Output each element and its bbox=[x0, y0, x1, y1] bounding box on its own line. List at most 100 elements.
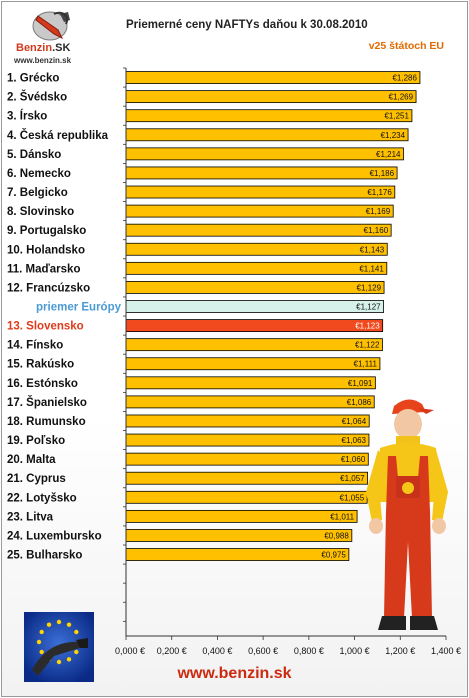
bar bbox=[125, 128, 409, 142]
footer-url: www.benzin.sk bbox=[177, 665, 292, 682]
x-tick-label: 0,800 € bbox=[294, 646, 324, 656]
category-label: 8. Slovinsko bbox=[7, 206, 74, 218]
category-label: 18. Rumunsko bbox=[7, 416, 86, 428]
bar bbox=[125, 529, 353, 542]
category-label: 19. Poľsko bbox=[7, 435, 65, 447]
category-label: 4. Česká republika bbox=[7, 129, 109, 142]
eu-star bbox=[66, 622, 72, 627]
value-label: €1,214 bbox=[376, 150, 401, 159]
bar bbox=[125, 338, 383, 352]
value-label: €1,129 bbox=[357, 283, 382, 292]
value-label: €1,060 bbox=[341, 455, 366, 464]
value-label: €1,186 bbox=[370, 169, 395, 178]
eu-star bbox=[56, 659, 62, 665]
value-label: €1,160 bbox=[364, 226, 389, 235]
value-label: €1,091 bbox=[348, 379, 373, 388]
category-label: 20. Malta bbox=[7, 454, 56, 466]
logo-url: www.benzin.sk bbox=[14, 56, 72, 65]
bar bbox=[125, 509, 358, 523]
eu-flag-fuel-icon bbox=[24, 612, 94, 682]
x-tick-label: 1,400 € bbox=[431, 646, 461, 656]
category-label: 16. Estónsko bbox=[7, 378, 78, 390]
eu-star bbox=[39, 649, 44, 655]
eu-star bbox=[56, 619, 62, 625]
bar bbox=[125, 261, 388, 275]
category-label: 21. Cyprus bbox=[7, 473, 66, 485]
value-label: €1,122 bbox=[355, 341, 380, 350]
eu-star bbox=[46, 622, 52, 627]
fuel-nozzle-icon bbox=[32, 11, 70, 41]
benzin-logo: Benzin.SK www.benzin.sk bbox=[14, 8, 90, 68]
bar bbox=[125, 452, 369, 466]
value-label: €1,234 bbox=[381, 131, 406, 140]
category-label: 12. Francúzsko bbox=[7, 282, 90, 294]
category-label: 14. Fínsko bbox=[7, 340, 63, 352]
bar bbox=[125, 166, 398, 180]
value-label: €1,057 bbox=[340, 474, 365, 483]
category-label: 13. Slovensko bbox=[7, 321, 84, 333]
bar bbox=[125, 109, 413, 123]
x-axis: 0,000 € 0,200 € 0,400 € 0,600 € 0,800 € 1,000… bbox=[115, 67, 461, 656]
bar bbox=[125, 357, 381, 371]
bar bbox=[125, 414, 370, 428]
category-label: 6. Nemecko bbox=[7, 168, 71, 180]
category-label: 15. Rakúsko bbox=[7, 359, 74, 371]
mascot-figure bbox=[360, 392, 455, 642]
eu-star bbox=[74, 629, 79, 635]
x-tick-label: 1,000 € bbox=[340, 646, 370, 656]
x-tick-label: 0,200 € bbox=[157, 646, 187, 656]
category-label: 3. Írsko bbox=[7, 110, 47, 123]
value-label: €1,251 bbox=[384, 112, 409, 121]
value-labels: €1,286 €1,269 €1,251 €1,234 €1,214 €1,186 €1,1… bbox=[321, 74, 417, 560]
value-label: €1,269 bbox=[389, 93, 414, 102]
x-tick-label: 0,400 € bbox=[202, 646, 232, 656]
bar bbox=[125, 185, 396, 199]
value-label: €0,988 bbox=[324, 531, 349, 540]
value-label: €1,086 bbox=[347, 398, 372, 407]
bar bbox=[125, 242, 388, 256]
bar bbox=[125, 71, 421, 84]
value-label: €1,286 bbox=[392, 74, 417, 83]
chart-title: Priemerné ceny NAFTYs daňou k 30.08.2010 bbox=[126, 19, 368, 31]
eu-star bbox=[39, 629, 44, 635]
value-label: €1,169 bbox=[366, 207, 391, 216]
eu-star bbox=[74, 649, 79, 655]
value-label: €0,975 bbox=[321, 551, 346, 560]
value-label: €1,143 bbox=[360, 245, 385, 254]
category-label: 9. Portugalsko bbox=[7, 225, 86, 237]
bar bbox=[125, 376, 376, 390]
category-label: 11. Maďarsko bbox=[7, 263, 80, 275]
category-label: 25. Bulharsko bbox=[7, 550, 82, 562]
eu-star bbox=[36, 639, 42, 645]
bar bbox=[125, 395, 375, 409]
value-label: €1,063 bbox=[342, 436, 367, 445]
bars bbox=[125, 71, 421, 561]
bar bbox=[125, 471, 369, 485]
logo-wordmark: Benzin.SK bbox=[16, 42, 71, 54]
category-label: 2. Švédsko bbox=[7, 91, 67, 104]
average-bar bbox=[125, 300, 385, 313]
value-label: €1,127 bbox=[356, 303, 381, 312]
eu-star bbox=[66, 657, 72, 662]
x-tick-label: 1,200 € bbox=[385, 646, 415, 656]
bar bbox=[125, 90, 417, 104]
bar bbox=[125, 223, 392, 237]
category-label: 5. Dánsko bbox=[7, 149, 61, 161]
value-label: €1,111 bbox=[354, 360, 378, 369]
category-label: 24. Luxembursko bbox=[7, 530, 102, 542]
x-tick-label: 0,000 € bbox=[115, 646, 145, 656]
bar bbox=[125, 281, 385, 294]
bar bbox=[125, 490, 368, 504]
value-label: €1,011 bbox=[330, 512, 354, 521]
bar bbox=[125, 548, 350, 561]
category-labels: 1. Grécko 2. Švédsko 3. Írsko 4. Česká repu… bbox=[7, 73, 122, 562]
category-label: 10. Holandsko bbox=[7, 244, 85, 256]
category-label: 23. Litva bbox=[7, 511, 54, 523]
category-label: 17. Španielsko bbox=[7, 396, 87, 409]
bar bbox=[125, 204, 394, 218]
value-label: €1,141 bbox=[359, 264, 384, 273]
value-label: €1,064 bbox=[342, 417, 367, 426]
category-label: 1. Grécko bbox=[7, 73, 59, 85]
category-label: priemer Európy bbox=[36, 302, 122, 314]
